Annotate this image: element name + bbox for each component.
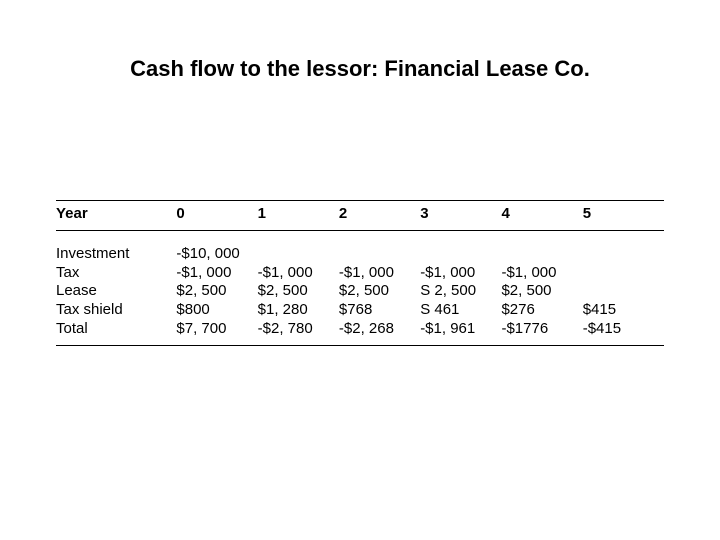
- cell: $2, 500: [501, 282, 582, 301]
- row-label: Tax shield: [56, 301, 176, 320]
- row-label: Investment: [56, 230, 176, 263]
- table-row: Tax shield $800 $1, 280 $768 S 461 $276 …: [56, 301, 664, 320]
- page-title: Cash flow to the lessor: Financial Lease…: [0, 56, 720, 82]
- cell: [258, 230, 339, 263]
- cell: $800: [176, 301, 257, 320]
- col-header: 1: [258, 201, 339, 231]
- cell: -$1, 000: [176, 264, 257, 283]
- col-header: 2: [339, 201, 420, 231]
- table-row: Total $7, 700 -$2, 780 -$2, 268 -$1, 961…: [56, 320, 664, 345]
- cell: $2, 500: [176, 282, 257, 301]
- cell: $276: [501, 301, 582, 320]
- cashflow-table: Year 0 1 2 3 4 5 Investment -$10, 000: [56, 200, 664, 346]
- cell: -$1, 000: [420, 264, 501, 283]
- table-header-row: Year 0 1 2 3 4 5: [56, 201, 664, 231]
- row-label: Tax: [56, 264, 176, 283]
- cell: [583, 282, 664, 301]
- cell: [501, 230, 582, 263]
- cell: -$1, 000: [501, 264, 582, 283]
- cell: $2, 500: [258, 282, 339, 301]
- col-header: 3: [420, 201, 501, 231]
- cell: -$1776: [501, 320, 582, 345]
- cell: -$2, 780: [258, 320, 339, 345]
- cell: S 461: [420, 301, 501, 320]
- cell: -$1, 961: [420, 320, 501, 345]
- cell: $415: [583, 301, 664, 320]
- cell: -$10, 000: [176, 230, 257, 263]
- cell: $768: [339, 301, 420, 320]
- row-label: Total: [56, 320, 176, 345]
- cell: -$1, 000: [339, 264, 420, 283]
- col-header: Year: [56, 201, 176, 231]
- table-row: Lease $2, 500 $2, 500 $2, 500 S 2, 500 $…: [56, 282, 664, 301]
- cell: [583, 230, 664, 263]
- cell: -$415: [583, 320, 664, 345]
- col-header: 5: [583, 201, 664, 231]
- table-row: Investment -$10, 000: [56, 230, 664, 263]
- cell: -$1, 000: [258, 264, 339, 283]
- cell: $1, 280: [258, 301, 339, 320]
- cell: [420, 230, 501, 263]
- cell: -$2, 268: [339, 320, 420, 345]
- cell: [339, 230, 420, 263]
- cell: $2, 500: [339, 282, 420, 301]
- cell: S 2, 500: [420, 282, 501, 301]
- col-header: 4: [501, 201, 582, 231]
- row-label: Lease: [56, 282, 176, 301]
- cashflow-table-container: Year 0 1 2 3 4 5 Investment -$10, 000: [56, 200, 664, 346]
- cell: [583, 264, 664, 283]
- col-header: 0: [176, 201, 257, 231]
- table-row: Tax -$1, 000 -$1, 000 -$1, 000 -$1, 000 …: [56, 264, 664, 283]
- cell: $7, 700: [176, 320, 257, 345]
